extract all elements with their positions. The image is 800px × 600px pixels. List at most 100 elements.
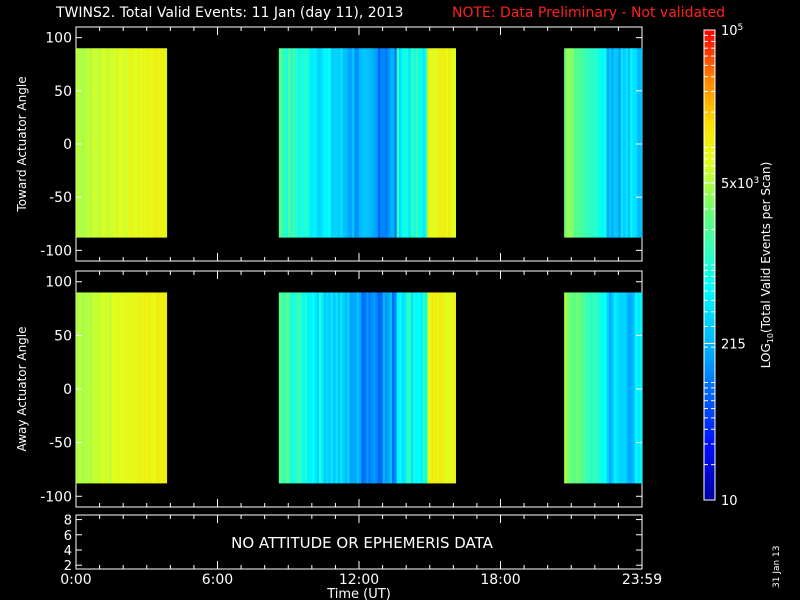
heat-stripe [639, 48, 643, 238]
colorbar-label: LOG10(Total Valid Events per Scan) [759, 162, 775, 369]
heat-stripe [309, 48, 313, 238]
heat-stripe [347, 48, 350, 238]
heat-stripe [425, 48, 428, 238]
heat-stripe [429, 292, 433, 484]
y-tick-label: 0 [63, 137, 72, 153]
heat-stripe [160, 292, 164, 484]
heat-stripe [564, 48, 567, 238]
x-tick-label: 12:00 [339, 572, 379, 588]
heat-stripe [321, 48, 324, 238]
heat-stripe [448, 292, 452, 484]
heat-stripe [292, 292, 296, 484]
heat-stripe [387, 48, 390, 238]
heat-stripe [429, 48, 433, 238]
heat-stripe [446, 292, 449, 484]
heat-stripe [356, 292, 360, 484]
heat-stripe [620, 292, 624, 484]
heat-stripe [578, 292, 581, 484]
heat-stripe [134, 292, 138, 484]
heat-stripe [101, 292, 105, 484]
heat-stripe [134, 48, 138, 238]
heat-stripe [585, 48, 589, 238]
heat-stripe [590, 48, 593, 238]
heat-stripe [281, 48, 284, 238]
heat-stripe [151, 48, 155, 238]
heat-stripe [436, 292, 440, 484]
heat-stripe [368, 48, 372, 238]
heat-stripe [349, 48, 353, 238]
heat-stripe [634, 48, 638, 238]
heat-stripe [575, 292, 579, 484]
heat-stripe [132, 48, 136, 238]
heat-stripe [104, 292, 107, 484]
y-tick-label: 6 [64, 529, 72, 544]
heat-stripe [446, 48, 449, 238]
heat-stripe [99, 48, 103, 238]
heat-stripe [283, 48, 287, 238]
heat-stripe [420, 48, 423, 238]
heat-stripe [394, 48, 398, 238]
y-tick-label: 4 [64, 544, 72, 559]
data-segment [278, 292, 456, 484]
heat-stripe [97, 48, 100, 238]
y-tick-label: 50 [54, 328, 72, 344]
y-tick-label: 0 [63, 382, 72, 398]
y-tick-label: 100 [45, 275, 72, 291]
heat-stripe [434, 48, 438, 238]
heat-stripe [453, 292, 456, 484]
heat-stripe [384, 292, 388, 484]
heat-stripe [401, 48, 405, 238]
heat-stripe [130, 48, 133, 238]
heat-stripe [604, 48, 607, 238]
heat-stripe [439, 48, 442, 238]
heat-stripe [363, 292, 367, 484]
heat-stripe [94, 292, 98, 484]
heat-stripe [401, 292, 405, 484]
colorbar: 105 5x103 215 10 LOG10(Total Valid Events p… [703, 23, 775, 509]
heat-stripe [384, 48, 388, 238]
heat-stripe [283, 292, 287, 484]
heat-stripe [608, 48, 612, 238]
heat-stripe [420, 292, 423, 484]
heat-stripe [625, 48, 629, 238]
heat-stripe [613, 292, 617, 484]
heat-stripe [568, 292, 572, 484]
heat-stripe [450, 292, 454, 484]
heat-stripe [321, 292, 324, 484]
heat-stripe [163, 48, 166, 238]
heat-stripe [573, 48, 577, 238]
heat-stripe [165, 48, 168, 238]
heat-stripe [85, 48, 89, 238]
heat-stripe [104, 48, 107, 238]
heat-stripe [76, 48, 79, 238]
heat-stripe [399, 48, 402, 238]
y-tick-label: 2 [64, 559, 72, 574]
heat-stripe [566, 292, 570, 484]
heat-stripe [620, 48, 624, 238]
heat-stripe [127, 48, 131, 238]
heat-stripe [623, 48, 626, 238]
heat-stripe [575, 48, 579, 238]
heat-stripe [408, 292, 412, 484]
panel-1: 100 50 0 -50 -100 Toward Actuator Angle [15, 26, 643, 262]
heat-stripe [111, 48, 115, 238]
colorbar-tick-label: 5x103 [721, 176, 759, 192]
heat-stripe [342, 292, 346, 484]
heat-stripe [125, 292, 129, 484]
y-tick-label: 50 [54, 84, 72, 100]
heat-stripe [90, 48, 93, 238]
heat-stripe [580, 48, 584, 238]
heat-stripe [441, 292, 445, 484]
heat-stripe [387, 292, 390, 484]
heat-stripe [392, 292, 395, 484]
heat-stripe [434, 292, 438, 484]
colorbar-tick-label: 105 [721, 23, 743, 39]
heat-stripe [311, 292, 315, 484]
heat-stripe [399, 292, 402, 484]
heat-stripe [410, 48, 414, 238]
y-tick-label: 8 [64, 514, 72, 529]
heat-stripe [415, 48, 419, 238]
heat-stripe [99, 292, 103, 484]
heat-stripe [158, 292, 162, 484]
